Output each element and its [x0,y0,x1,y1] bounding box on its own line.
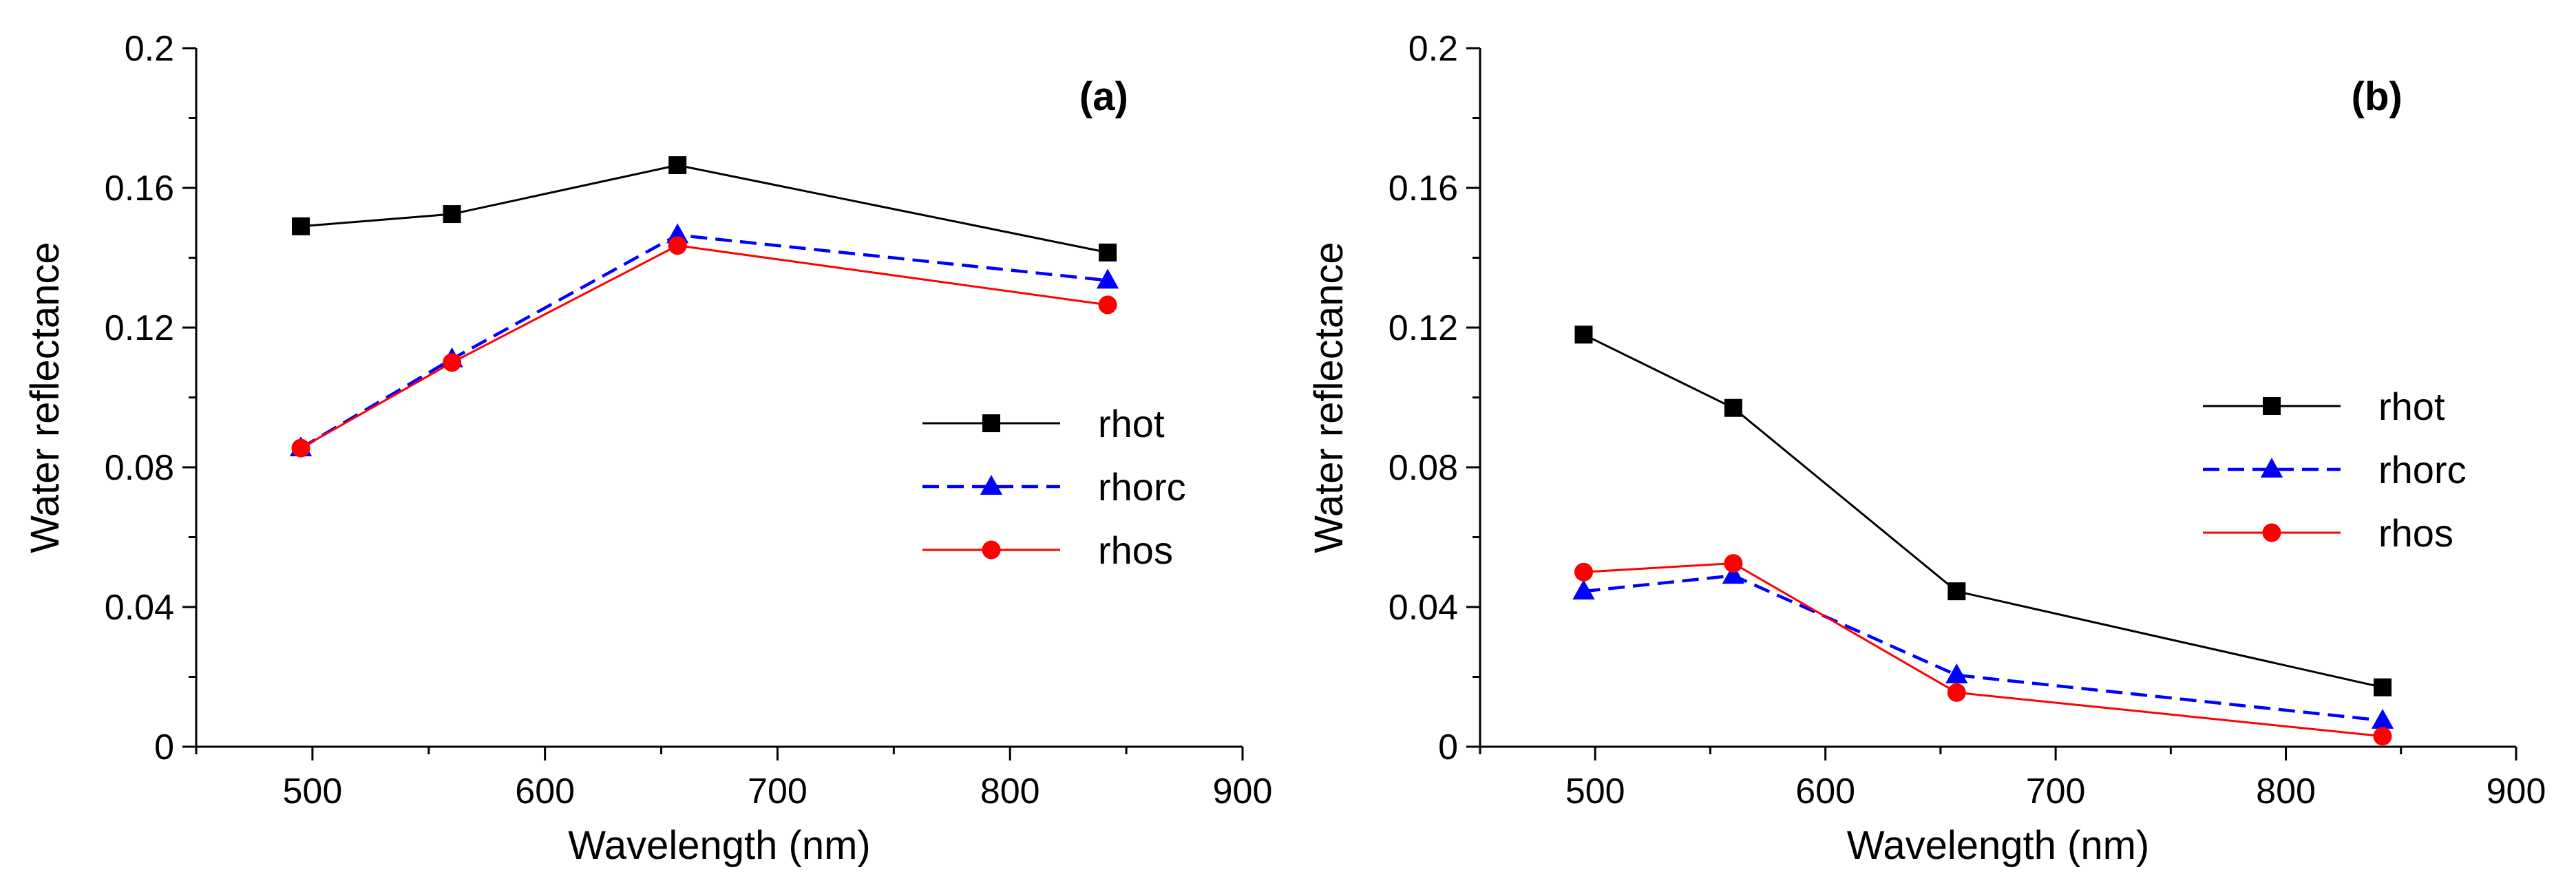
data-point-rhot [1099,243,1117,262]
data-point-rhorc [1722,564,1745,584]
y-tick-label: 0.16 [105,169,174,209]
data-point-rhos [1724,554,1743,573]
series-line-rhos [300,244,1108,449]
x-tick-label: 500 [1565,771,1625,811]
data-point-rhot [1724,398,1742,417]
data-point-rhos [668,236,687,255]
legend-entry-rhos: rhos [2203,511,2453,555]
legend-label: rhorc [2378,448,2467,491]
y-tick-label: 0.2 [1408,29,1458,69]
series-line-rhot [1583,333,2383,689]
x-tick-label: 800 [2256,771,2316,811]
x-tick-label: 900 [2487,771,2546,811]
legend-label: rhos [1098,529,1173,572]
legend-marker [2262,523,2281,542]
y-tick-label: 0 [1438,727,1458,767]
y-tick-label: 0.08 [105,448,174,488]
y-tick-label: 0.12 [105,308,174,348]
series-rhos [291,236,1117,458]
legend-marker [2260,458,2283,478]
series-line-rhorc [1583,574,2383,723]
data-point-rhos [1574,562,1593,582]
series-line-rhos [1583,562,2383,738]
panel-b: 0 0.04 0.08 0.12 0.16 0.2 500 600 700 800 900 Wavel… [1307,29,2546,868]
y-tick-label: 0.12 [1389,308,1458,348]
series-rhorc [1572,564,2394,729]
y-tick-label: 0.04 [1389,588,1458,628]
series-rhot [1574,326,2392,696]
legend-marker [980,475,1003,495]
legend-marker [982,540,1001,560]
legend-label: rhos [2378,511,2453,555]
data-point-rhos [1098,295,1117,315]
x-tick-label: 900 [1213,771,1273,811]
x-tick-label: 700 [2026,771,2086,811]
y-tick-label: 0.04 [105,588,174,628]
x-tick-label: 700 [748,771,807,811]
legend-entry-rhorc: rhorc [2203,448,2467,491]
data-point-rhot [2374,678,2392,696]
y-axis-title: Water reflectance [1307,242,1351,553]
y-axis-title: Water reflectance [23,242,67,553]
y-tick-label: 0.08 [1389,448,1458,488]
data-point-rhorc [1945,663,1968,683]
series-rhos [1574,554,2392,746]
data-point-rhot [1947,582,1966,601]
y-tick-label: 0.16 [1389,169,1458,209]
x-tick-label: 600 [1795,771,1855,811]
panel-label: (a) [1079,74,1128,119]
panel-a: 0 0.04 0.08 0.12 0.16 0.2 500 600 700 800 900 Wavel… [23,29,1272,868]
data-point-rhot [443,205,461,224]
y-tick-label: 0.2 [125,29,174,69]
data-point-rhorc [1096,268,1119,289]
series-line-rhorc [299,233,1108,450]
legend-label: rhot [2378,385,2445,428]
legend-marker [2263,397,2281,415]
data-point-rhorc [1572,579,1595,600]
x-axis-title: Wavelength (nm) [568,823,870,868]
legend-marker [982,414,1000,432]
x-axis-title: Wavelength (nm) [1847,823,2149,868]
legend-label: rhorc [1098,465,1186,509]
legend-entry-rhorc: rhorc [922,465,1186,509]
x-tick-label: 600 [515,771,575,811]
series-line-rhot [300,164,1108,254]
legend-entry-rhot: rhot [922,402,1165,445]
series-rhot [292,156,1117,262]
legend-entry-rhos: rhos [922,529,1173,572]
x-tick-label: 800 [980,771,1040,811]
data-point-rhot [668,156,687,175]
legend-entry-rhot: rhot [2203,385,2445,428]
panel-label: (b) [2352,74,2403,119]
data-point-rhot [1574,326,1593,344]
data-point-rhot [292,217,310,235]
data-point-rhorc [2371,708,2394,729]
x-tick-label: 500 [283,771,343,811]
legend-label: rhot [1098,402,1165,445]
y-tick-label: 0 [154,727,174,767]
data-point-rhos [291,438,310,458]
data-point-rhos [1947,683,1966,702]
data-point-rhos [2373,727,2392,746]
data-point-rhos [443,353,462,372]
